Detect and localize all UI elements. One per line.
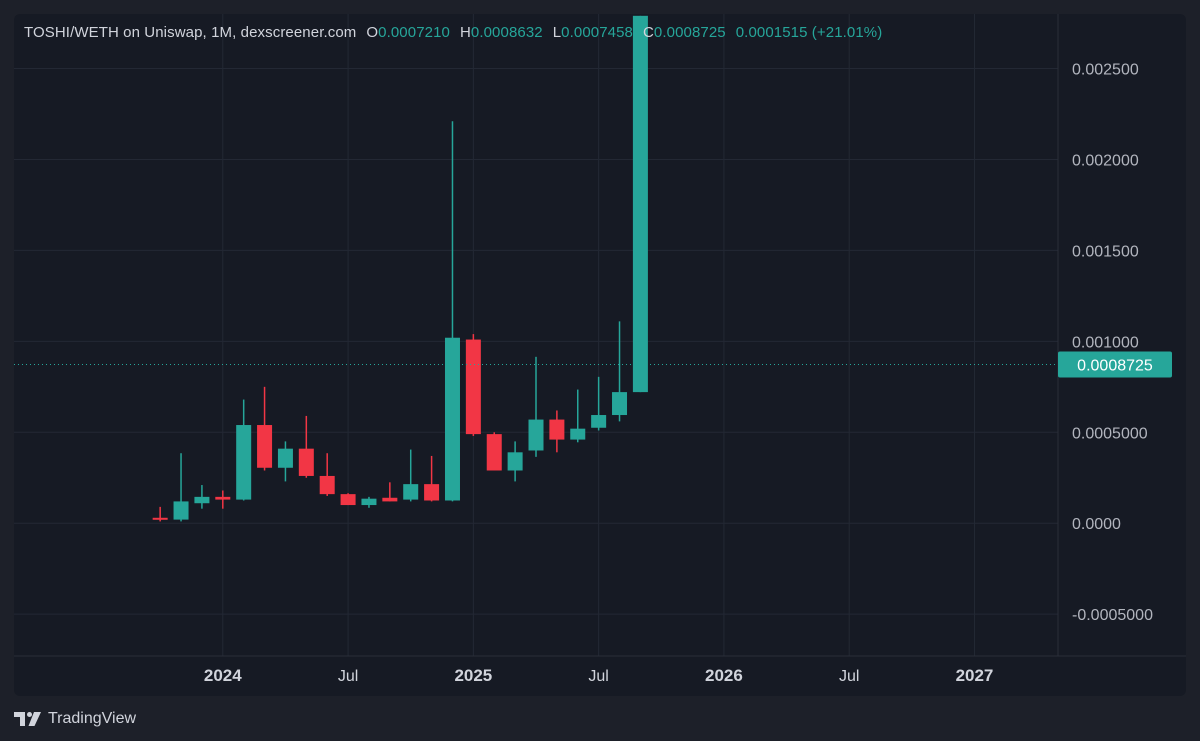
candle[interactable] [298,415,314,478]
last-price-line: 0.0008725 [14,351,1172,378]
tradingview-attribution[interactable]: TradingView [14,708,136,730]
candle[interactable] [444,121,460,502]
x-tick-label: Jul [338,668,358,685]
candle[interactable] [632,15,648,393]
candle[interactable] [215,490,231,509]
candles [152,15,648,522]
y-tick-label: -0.0005000 [1072,607,1153,624]
x-tick-label: 2027 [956,666,994,685]
candle[interactable] [236,399,252,501]
y-tick-label: 0.0005000 [1072,425,1148,442]
candle-body [612,392,628,416]
price-axis: 0.002500 0.002000 0.001500 0.001000 0.000500… [1072,62,1153,625]
candle[interactable] [257,386,273,471]
x-tick-label: 2026 [705,666,743,685]
candle-body [528,419,544,451]
candle[interactable] [486,432,502,471]
x-tick-label: 2025 [454,666,492,685]
candle[interactable] [152,506,168,522]
y-tick-label: 0.001500 [1072,243,1139,260]
time-axis: 2024 Jul 2025 Jul 2026 Jul 2027 [204,666,994,685]
candle-body [632,15,648,393]
candle-body [549,419,565,440]
candle[interactable] [194,485,210,509]
last-price-badge [1058,351,1172,378]
candle[interactable] [340,493,356,506]
candle[interactable] [319,453,335,496]
candle-body [465,339,481,435]
candle[interactable] [528,356,544,457]
candle[interactable] [507,441,523,482]
candle-body [319,475,335,495]
candle[interactable] [277,441,293,482]
candle-body [298,448,314,476]
candle[interactable] [382,482,398,502]
candle-body [486,434,502,471]
ohlc-legend: TOSHI/WETH on Uniswap, 1M, dexscreener.c… [24,24,882,41]
x-tick-label: 2024 [204,666,242,685]
chart-panel[interactable]: 0.0008725 0.002500 0.002000 0.001500 0.0010… [14,14,1186,696]
grid-lines [14,14,1058,656]
candle[interactable] [549,410,565,453]
candle-body [215,496,231,500]
low-key: L [552,24,562,41]
candle-body [340,494,356,506]
chart-canvas[interactable]: 0.0008725 0.002500 0.002000 0.001500 0.0010… [14,14,1186,696]
high-value: 0.0008632 [470,24,543,41]
candle[interactable] [173,453,189,522]
candle[interactable] [424,455,440,502]
close-key: C [642,24,654,41]
candle-body [257,425,273,468]
x-tick-label: Jul [839,668,859,685]
candle-body [591,415,607,428]
pair-title: TOSHI/WETH on Uniswap, 1M, dexscreener.c… [24,24,357,41]
candle-body [403,484,419,500]
candle-body [424,484,440,501]
candle-body [444,337,460,501]
candle-body [507,452,523,471]
close-value: 0.0008725 [653,24,726,41]
tradingview-logo-icon [14,712,41,726]
candle[interactable] [361,496,377,508]
candle-body [152,517,168,520]
candle-body [277,448,293,468]
candle-body [361,498,377,506]
y-tick-label: 0.0000 [1072,516,1121,533]
candle[interactable] [570,389,586,443]
candle-body [236,425,252,500]
open-key: O [366,24,379,41]
x-tick-label: Jul [588,668,608,685]
y-tick-label: 0.001000 [1072,334,1139,351]
y-tick-label: 0.002000 [1072,152,1139,169]
candle-body [570,428,586,440]
candle[interactable] [465,334,481,436]
open-value: 0.0007210 [378,24,450,41]
candle[interactable] [403,449,419,502]
high-key: H [459,24,471,41]
candle-body [173,501,189,520]
candle[interactable] [591,376,607,431]
low-value: 0.0007458 [561,24,633,41]
candle-body [194,496,210,504]
candle[interactable] [612,321,628,422]
tradingview-brand: TradingView [48,710,137,727]
last-price-label: 0.0008725 [1077,358,1153,375]
candle-body [382,497,398,502]
y-tick-label: 0.002500 [1072,62,1139,79]
change-value: 0.0001515 (+21.01%) [735,24,883,41]
